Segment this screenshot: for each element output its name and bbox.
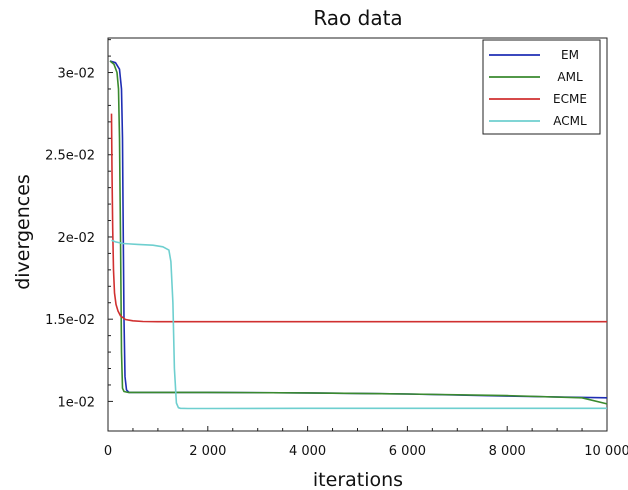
legend-label-em: EM bbox=[561, 48, 579, 62]
legend-label-acml: ACML bbox=[553, 114, 587, 128]
x-axis-label: iterations bbox=[313, 469, 403, 490]
y-axis-label: divergences bbox=[12, 174, 34, 290]
y-tick-label: 3e-02 bbox=[57, 67, 95, 82]
x-tick-label: 4 000 bbox=[289, 444, 326, 459]
x-tick-label: 6 000 bbox=[389, 444, 426, 459]
y-tick-label: 1.5e-02 bbox=[45, 313, 95, 328]
x-tick-label: 0 bbox=[104, 444, 112, 459]
y-tick-label: 1e-02 bbox=[57, 395, 95, 410]
chart-title: Rao data bbox=[313, 6, 402, 30]
legend-label-ecme: ECME bbox=[553, 92, 587, 106]
series-lines bbox=[109, 60, 608, 410]
y-tick-label: 2e-02 bbox=[57, 231, 95, 246]
series-line-ecme bbox=[110, 113, 607, 323]
y-tick-label: 2.5e-02 bbox=[45, 149, 95, 164]
legend-label-aml: AML bbox=[557, 70, 583, 84]
series-line-aml bbox=[109, 60, 608, 405]
legend: EM AML ECME ACML bbox=[482, 39, 601, 135]
series-line-acml bbox=[111, 239, 607, 410]
x-axis-ticks: 0 2 000 4 000 6 000 8 000 10 000 bbox=[104, 426, 628, 459]
legend-items: EM AML ECME ACML bbox=[489, 48, 587, 128]
y-axis-ticks: 1e-02 1.5e-02 2e-02 2.5e-02 3e-02 bbox=[45, 39, 113, 410]
x-tick-label: 10 000 bbox=[584, 444, 628, 459]
x-tick-label: 2 000 bbox=[189, 444, 226, 459]
x-tick-label: 8 000 bbox=[489, 444, 526, 459]
